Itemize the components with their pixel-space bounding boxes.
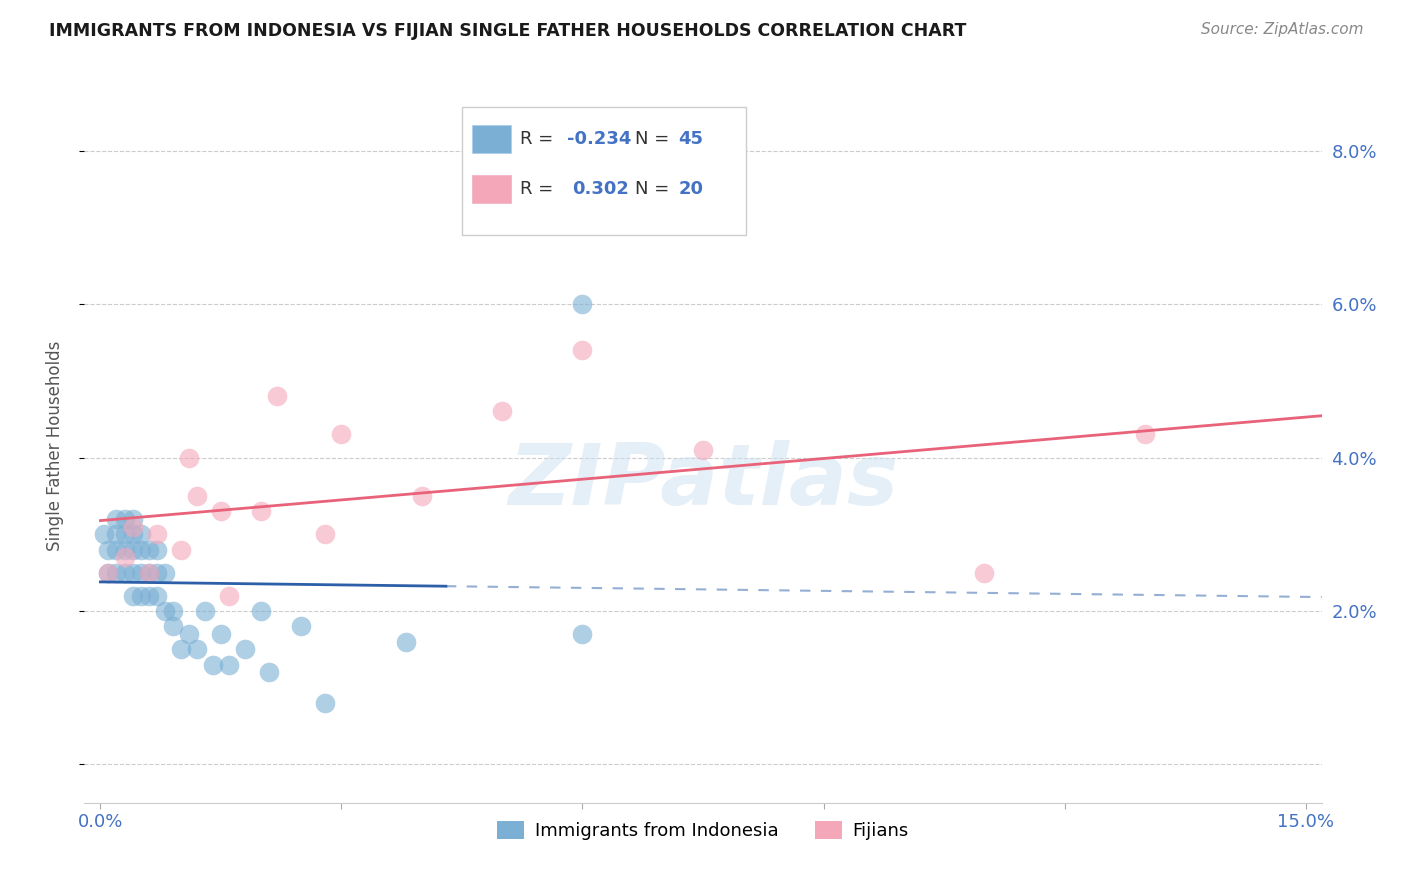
Point <box>138 589 160 603</box>
Point <box>250 604 273 618</box>
Point <box>153 566 176 580</box>
Text: 20: 20 <box>678 180 703 198</box>
Point <box>266 389 288 403</box>
Point <box>177 450 200 465</box>
Point <box>209 627 232 641</box>
FancyBboxPatch shape <box>471 175 512 203</box>
Point <box>129 566 152 580</box>
Point <box>170 542 193 557</box>
Point <box>162 619 184 633</box>
Point <box>233 642 256 657</box>
Text: -0.234: -0.234 <box>567 130 631 148</box>
Point <box>121 527 143 541</box>
Point <box>692 442 714 457</box>
Point <box>209 504 232 518</box>
Text: 45: 45 <box>678 130 703 148</box>
FancyBboxPatch shape <box>471 125 512 153</box>
Point <box>121 512 143 526</box>
Point <box>129 589 152 603</box>
Point <box>129 527 152 541</box>
Point <box>491 404 513 418</box>
Text: N =: N = <box>636 130 675 148</box>
Point <box>218 589 240 603</box>
Point <box>218 657 240 672</box>
Point <box>250 504 273 518</box>
Point <box>105 566 128 580</box>
Point <box>97 542 120 557</box>
Point <box>314 527 336 541</box>
Text: 0.302: 0.302 <box>572 180 628 198</box>
Point <box>97 566 120 580</box>
Point <box>121 519 143 533</box>
Point <box>201 657 224 672</box>
Point <box>162 604 184 618</box>
Point <box>145 542 167 557</box>
Point <box>1133 427 1156 442</box>
Point <box>138 566 160 580</box>
Point <box>290 619 312 633</box>
Point <box>114 512 136 526</box>
Point <box>411 489 433 503</box>
Point <box>330 427 353 442</box>
Point <box>121 566 143 580</box>
Point <box>105 542 128 557</box>
Point <box>571 343 593 357</box>
Point <box>105 512 128 526</box>
Point <box>114 527 136 541</box>
Legend: Immigrants from Indonesia, Fijians: Immigrants from Indonesia, Fijians <box>489 814 917 847</box>
Point <box>121 589 143 603</box>
Point <box>571 297 593 311</box>
Point <box>138 566 160 580</box>
Point <box>314 696 336 710</box>
Point <box>138 542 160 557</box>
Point <box>121 542 143 557</box>
Text: IMMIGRANTS FROM INDONESIA VS FIJIAN SINGLE FATHER HOUSEHOLDS CORRELATION CHART: IMMIGRANTS FROM INDONESIA VS FIJIAN SING… <box>49 22 966 40</box>
Point <box>105 527 128 541</box>
Point <box>194 604 217 618</box>
Point <box>93 527 115 541</box>
Y-axis label: Single Father Households: Single Father Households <box>45 341 63 551</box>
Text: ZIPatlas: ZIPatlas <box>508 440 898 524</box>
Point <box>145 566 167 580</box>
Text: N =: N = <box>636 180 675 198</box>
Point <box>186 489 208 503</box>
Point <box>186 642 208 657</box>
Point <box>153 604 176 618</box>
Point <box>114 566 136 580</box>
Point <box>129 542 152 557</box>
Point <box>395 634 418 648</box>
Point <box>571 627 593 641</box>
Point <box>177 627 200 641</box>
Text: R =: R = <box>520 180 565 198</box>
Text: Source: ZipAtlas.com: Source: ZipAtlas.com <box>1201 22 1364 37</box>
Point <box>170 642 193 657</box>
Text: R =: R = <box>520 130 558 148</box>
Point <box>145 527 167 541</box>
Point <box>97 566 120 580</box>
Point <box>257 665 280 680</box>
FancyBboxPatch shape <box>461 107 747 235</box>
Point <box>114 550 136 565</box>
Point <box>114 542 136 557</box>
Point <box>973 566 995 580</box>
Point <box>145 589 167 603</box>
